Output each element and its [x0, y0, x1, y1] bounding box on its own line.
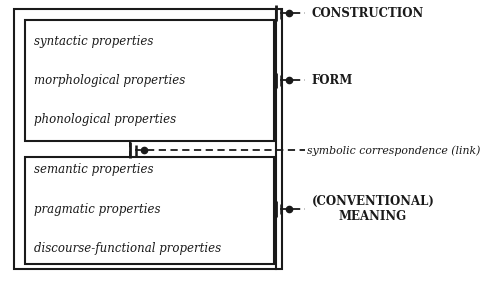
Bar [26, 157, 274, 264]
Text: pragmatic properties: pragmatic properties [34, 203, 160, 216]
Text: FORM: FORM [312, 74, 353, 87]
Text: CONSTRUCTION: CONSTRUCTION [312, 7, 424, 20]
Bar [26, 20, 274, 140]
Text: semantic properties: semantic properties [34, 163, 154, 176]
Text: phonological properties: phonological properties [34, 113, 176, 126]
Text: syntactic properties: syntactic properties [34, 35, 154, 48]
Text: symbolic correspondence (link): symbolic correspondence (link) [307, 145, 480, 156]
Text: morphological properties: morphological properties [34, 74, 186, 87]
Text: discourse-functional properties: discourse-functional properties [34, 242, 222, 255]
Bar [14, 9, 282, 269]
Text: (CONVENTIONAL)
MEANING: (CONVENTIONAL) MEANING [312, 195, 434, 223]
